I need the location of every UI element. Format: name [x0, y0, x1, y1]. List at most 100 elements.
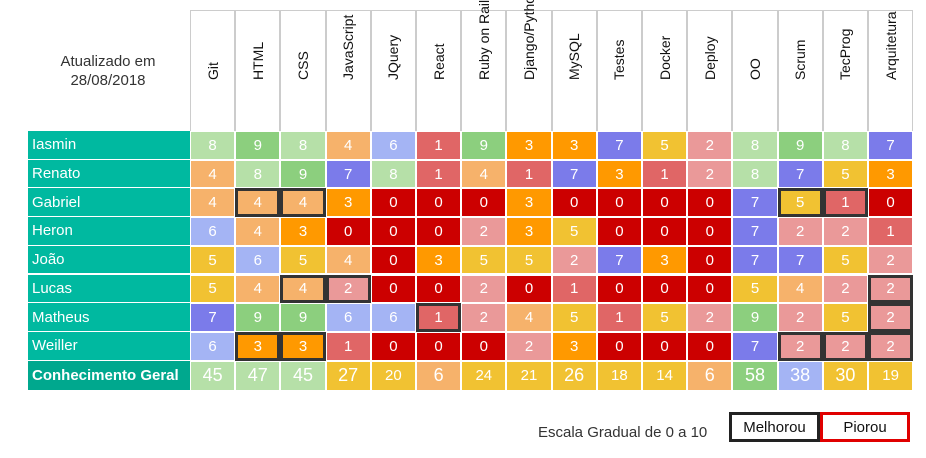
row-name-heron: Heron	[28, 217, 190, 246]
column-header-label: Scrum	[792, 39, 809, 80]
score-cell: 9	[732, 303, 778, 332]
score-cell: 1	[325, 331, 371, 361]
score-cell: 9	[461, 131, 507, 160]
score-cell: 3	[325, 188, 371, 218]
column-header-label: Arquitetura	[882, 11, 899, 80]
score-cell: 9	[235, 131, 281, 160]
score-cell: 7	[596, 245, 642, 275]
score-cell: 5	[642, 303, 688, 332]
score-cell: 7	[732, 217, 778, 246]
score-cell: 2	[868, 331, 914, 361]
total-cell: 45	[280, 360, 326, 391]
score-cell: 5	[190, 274, 236, 304]
score-cell: 0	[596, 331, 642, 361]
updated-date: 28/08/2018	[70, 72, 146, 89]
score-cell: 3	[416, 245, 462, 275]
column-header-javascript: JavaScript	[325, 10, 371, 131]
score-cell: 0	[642, 331, 688, 361]
row-name-renato: Renato	[28, 159, 190, 189]
score-cell: 8	[732, 131, 778, 160]
score-cell: 5	[280, 245, 326, 275]
score-cell: 1	[551, 274, 597, 304]
score-cell: 2	[506, 331, 552, 361]
score-cell: 0	[416, 331, 462, 361]
score-cell: 0	[687, 274, 733, 304]
score-cell: 4	[461, 159, 507, 189]
column-header-testes: Testes	[596, 10, 642, 131]
score-cell: 9	[280, 159, 326, 189]
score-cell: 3	[506, 131, 552, 160]
column-header-docker: Docker	[642, 10, 688, 131]
score-cell: 3	[551, 331, 597, 361]
total-cell: 27	[325, 360, 371, 391]
score-cell: 7	[732, 331, 778, 361]
score-cell: 0	[506, 274, 552, 304]
score-cell: 2	[461, 303, 507, 332]
score-cell: 1	[642, 159, 688, 189]
score-cell: 0	[416, 274, 462, 304]
score-cell: 2	[822, 217, 868, 246]
column-header-oo: OO	[732, 10, 778, 131]
legend-improved: Melhorou	[729, 412, 820, 442]
total-cell: 19	[868, 360, 914, 391]
total-cell: 6	[416, 360, 462, 391]
score-cell: 2	[777, 331, 823, 361]
score-cell: 5	[822, 245, 868, 275]
score-cell: 0	[461, 331, 507, 361]
score-cell: 3	[506, 188, 552, 218]
column-header-label: Django/Python	[520, 0, 537, 80]
score-cell: 0	[416, 217, 462, 246]
score-cell: 2	[822, 331, 868, 361]
score-cell: 2	[868, 274, 914, 304]
score-cell: 7	[777, 159, 823, 189]
total-cell: 24	[461, 360, 507, 391]
column-header-ruby-on-rails: Ruby on Rails	[461, 0, 507, 131]
row-name-lucas: Lucas	[28, 274, 190, 304]
score-cell: 0	[687, 217, 733, 246]
row-name-weiller: Weiller	[28, 331, 190, 361]
score-cell: 8	[370, 159, 416, 189]
scale-legend-text: Escala Gradual de 0 a 10	[538, 424, 708, 441]
score-cell: 5	[190, 245, 236, 275]
score-cell: 7	[732, 188, 778, 218]
score-cell: 9	[235, 303, 281, 332]
score-cell: 8	[235, 159, 281, 189]
score-cell: 5	[551, 303, 597, 332]
score-cell: 8	[732, 159, 778, 189]
total-cell: 21	[506, 360, 552, 391]
score-cell: 0	[596, 217, 642, 246]
score-cell: 1	[596, 303, 642, 332]
legend-worsened: Piorou	[820, 412, 910, 442]
column-header-label: TecProg	[837, 28, 854, 80]
row-name-gabriel: Gabriel	[28, 188, 190, 218]
score-cell: 5	[822, 159, 868, 189]
column-header-label: React	[430, 43, 447, 80]
total-cell: 30	[822, 360, 868, 391]
score-cell: 5	[822, 303, 868, 332]
totals-label: Conhecimento Geral	[28, 360, 190, 391]
score-cell: 2	[868, 245, 914, 275]
score-cell: 1	[416, 303, 462, 332]
score-cell: 3	[551, 131, 597, 160]
score-cell: 8	[190, 131, 236, 160]
score-cell: 1	[416, 159, 462, 189]
total-cell: 26	[551, 360, 597, 391]
score-cell: 5	[506, 245, 552, 275]
column-header-css: CSS	[280, 10, 326, 131]
total-cell: 58	[732, 360, 778, 391]
score-cell: 0	[687, 188, 733, 218]
score-cell: 3	[596, 159, 642, 189]
score-cell: 2	[461, 217, 507, 246]
column-header-label: OO	[746, 58, 763, 80]
score-cell: 0	[551, 188, 597, 218]
updated-label: Atualizado em 28/08/2018	[38, 52, 178, 90]
score-cell: 3	[235, 331, 281, 361]
score-cell: 0	[461, 188, 507, 218]
score-cell: 0	[370, 245, 416, 275]
column-header-label: Deploy	[701, 36, 718, 80]
score-cell: 0	[868, 188, 914, 218]
score-cell: 0	[370, 274, 416, 304]
score-cell: 4	[190, 188, 236, 218]
score-cell: 1	[822, 188, 868, 218]
